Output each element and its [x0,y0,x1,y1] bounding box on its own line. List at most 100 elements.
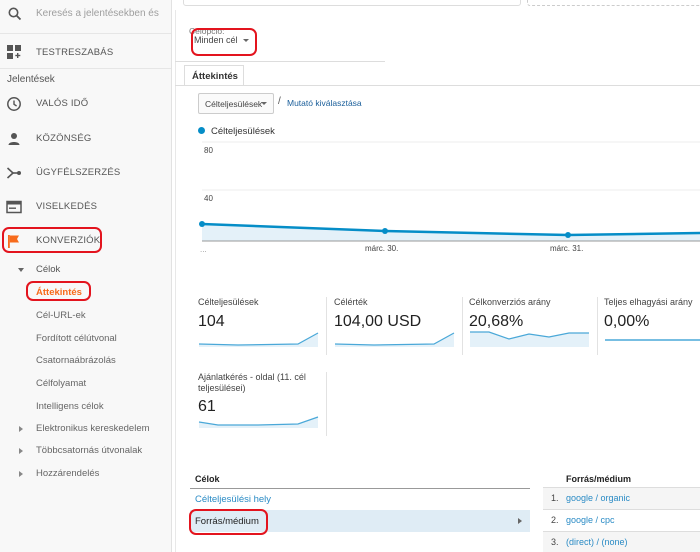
metric-dropdown[interactable]: Célteljesülések [198,93,274,114]
scorecard-goal-completions[interactable]: Célteljesülések 104 [198,297,320,359]
scorecard-title: Célkonverziós arány [469,297,551,307]
separator: / [278,96,281,107]
sidebar-item-behavior[interactable]: VISELKEDÉS [0,195,171,219]
sidebar-item-realtime[interactable]: VALÓS IDŐ [0,92,171,116]
row-link[interactable]: (direct) / (none) [566,537,628,547]
goal-option-dropdown[interactable]: Minden cél [194,35,249,45]
divider [175,10,176,552]
goal-option-value: Minden cél [194,35,238,45]
scorecard-value: 104 [198,313,225,330]
scorecard-title: Teljes elhagyási arány [604,297,693,307]
row-number: 3. [551,537,559,547]
sparkline [470,331,589,347]
report-search[interactable]: Keresés a jelentésekben és [0,0,171,34]
source-medium-row[interactable]: Forrás/médium [190,510,530,532]
clock-icon [7,97,21,111]
metric-value: Célteljesülések [205,99,263,109]
chart-canvas [190,141,700,263]
table-header: Forrás/médium [566,474,632,484]
sparkline [198,416,319,428]
divider [175,85,700,86]
scorecard-goal-value[interactable]: Célérték 104,00 USD [334,297,456,359]
search-input[interactable]: Keresés a jelentésekben és [36,8,159,19]
legend-label: Célteljesülések [211,126,275,137]
select-metric-link[interactable]: Mutató kiválasztása [287,98,362,108]
y-tick: 80 [204,146,213,155]
table-row: 2. google / cpc [543,509,700,531]
customize-label: TESTRESZABÁS [36,47,114,58]
sidebar-item-label: VISELKEDÉS [36,201,98,212]
row-link[interactable]: google / cpc [566,515,615,525]
scorecard-title: Ajánlatkérés - oldal (11. cél teljesülés… [198,372,306,393]
sidebar-item-label: VALÓS IDŐ [36,98,89,109]
expand-right-icon [19,471,23,477]
sidebar-subitem-funnel-visualization[interactable]: Csatornaábrázolás [36,355,116,366]
flag-icon [8,235,19,248]
main-content: Célopció: Minden cél Áttekintés Céltelje… [173,0,700,552]
line-chart[interactable]: 80 40 ... márc. 30. márc. 31. [173,138,700,263]
person-icon [8,133,20,145]
divider [326,297,327,355]
divider [326,372,327,436]
divider [462,297,463,355]
sparkline [334,332,455,347]
caret-down-icon [261,102,267,105]
reports-section-label: Jelentések [7,74,55,85]
scorecard-value: 61 [198,398,216,415]
divider [190,488,530,489]
goal-option-panel: Célopció: [175,10,385,62]
sidebar-subitem-goal-flow[interactable]: Célfolyamat [36,378,87,389]
chevron-right-icon [518,518,522,524]
search-icon [8,7,22,21]
goal-option-label: Célopció: [189,26,225,36]
scorecard-title: Célérték [334,297,368,307]
sparkline [605,339,700,341]
goal-location-link[interactable]: Célteljesülési hely [195,494,272,505]
sidebar-item-acquisition[interactable]: ÜGYFÉLSZERZÉS [0,161,171,185]
chart-legend: Célteljesülések [198,126,275,137]
sidebar-item-audience[interactable]: KÖZÖNSÉG [0,127,171,151]
x-tick: ... [200,245,207,254]
scorecard-value: 20,68% [469,313,524,330]
sidebar-subitem-reverse-goal-path[interactable]: Fordított célútvonal [36,333,117,344]
acquisition-icon [6,167,21,179]
scorecard-conversion-rate[interactable]: Célkonverziós arány 20,68% [469,297,591,359]
sidebar-item-conversions[interactable]: KONVERZIÓK [0,229,171,253]
dashboard-add-icon [7,45,21,59]
sidebar-item-label: ÜGYFÉLSZERZÉS [36,167,121,178]
scorecard-value: 0,00% [604,313,650,330]
sidebar-group-ecommerce[interactable]: Elektronikus kereskedelem [36,423,150,434]
scorecard-title: Célteljesülések [198,297,259,307]
table-row: 3. (direct) / (none) [543,531,700,552]
scorecard-value: 104,00 USD [334,313,422,330]
row-number: 2. [551,515,559,525]
customize-nav[interactable]: TESTRESZABÁS [0,35,171,69]
row-label: Forrás/médium [195,516,259,527]
y-tick: 40 [204,194,213,203]
sidebar-subitem-smart-goals[interactable]: Intelligens célok [36,401,104,412]
table-header: Célok [195,474,220,484]
behavior-icon [6,200,22,214]
sidebar: Keresés a jelentésekben és TESTRESZABÁS … [0,0,172,552]
sidebar-subitem-goal-urls[interactable]: Cél-URL-ek [36,310,86,321]
sidebar-group-goals[interactable]: Célok [36,264,61,275]
sidebar-item-label: KONVERZIÓK [36,235,101,246]
scorecard-quote-request-goal[interactable]: Ajánlatkérés - oldal (11. cél teljesülés… [198,372,320,434]
tab-overview[interactable]: Áttekintés [184,65,244,86]
expand-right-icon [19,426,23,432]
top-control-box[interactable] [183,0,521,6]
x-tick: márc. 31. [550,244,584,253]
table-row: 1. google / organic [543,487,700,509]
x-tick: márc. 30. [365,244,399,253]
scorecard-abandonment-rate[interactable]: Teljes elhagyási arány 0,00% [604,297,700,359]
sidebar-group-multichannel[interactable]: Többcsatornás útvonalak [36,445,143,456]
top-dashed-box[interactable] [527,0,700,6]
row-link[interactable]: google / organic [566,493,631,503]
sidebar-group-attribution[interactable]: Hozzárendelés [36,468,100,479]
row-number: 1. [551,493,559,503]
expand-right-icon [19,448,23,454]
sidebar-subitem-overview[interactable]: Áttekintés [36,287,82,298]
expand-down-icon [18,268,24,272]
legend-dot-icon [198,127,205,134]
